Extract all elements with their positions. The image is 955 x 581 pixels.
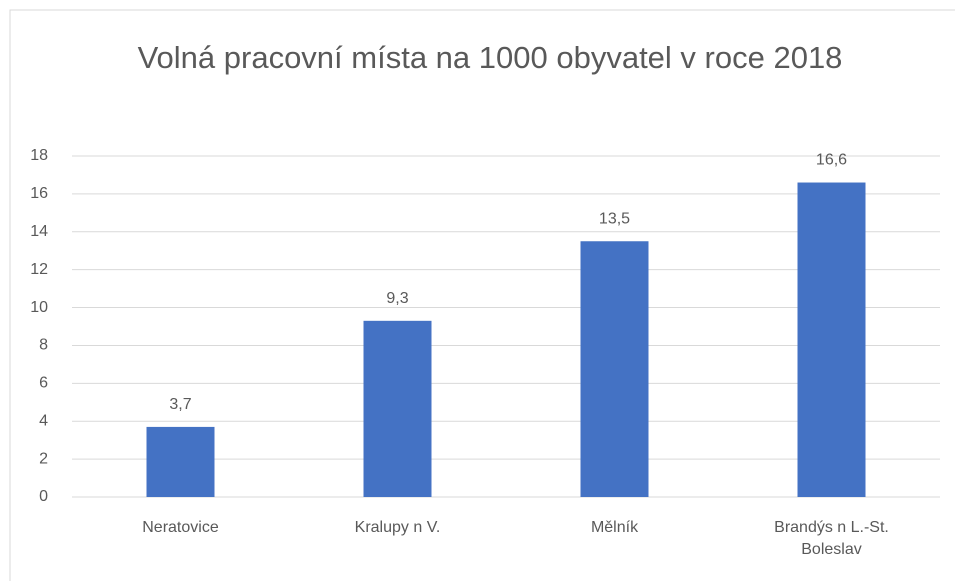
x-tick-label: Kralupy n V. [354, 519, 441, 536]
bar [363, 320, 432, 497]
x-tick-label: Neratovice [142, 519, 219, 536]
y-tick-label: 12 [30, 261, 48, 278]
x-tick-label: Brandýs n L.-St. Boleslav [774, 519, 889, 558]
y-tick-label: 2 [39, 450, 48, 467]
data-label: 16,6 [816, 152, 847, 169]
bar [580, 241, 649, 497]
y-tick-label: 18 [30, 147, 48, 164]
y-tick-label: 4 [39, 412, 48, 429]
y-tick-label: 10 [30, 299, 48, 316]
y-tick-label: 8 [39, 337, 48, 354]
chart-border [9, 9, 955, 581]
chart-title: Volná pracovní místa na 1000 obyvatel v … [137, 40, 843, 75]
bar [146, 426, 215, 497]
y-tick-label: 14 [30, 223, 48, 240]
data-label: 9,3 [386, 290, 408, 307]
data-label: 13,5 [599, 210, 630, 227]
data-label: 3,7 [169, 396, 191, 413]
x-tick-label: Mělník [590, 519, 639, 536]
y-tick-label: 0 [39, 488, 48, 505]
y-tick-label: 6 [39, 375, 48, 392]
bar [797, 182, 866, 497]
y-tick-label: 16 [30, 185, 48, 202]
